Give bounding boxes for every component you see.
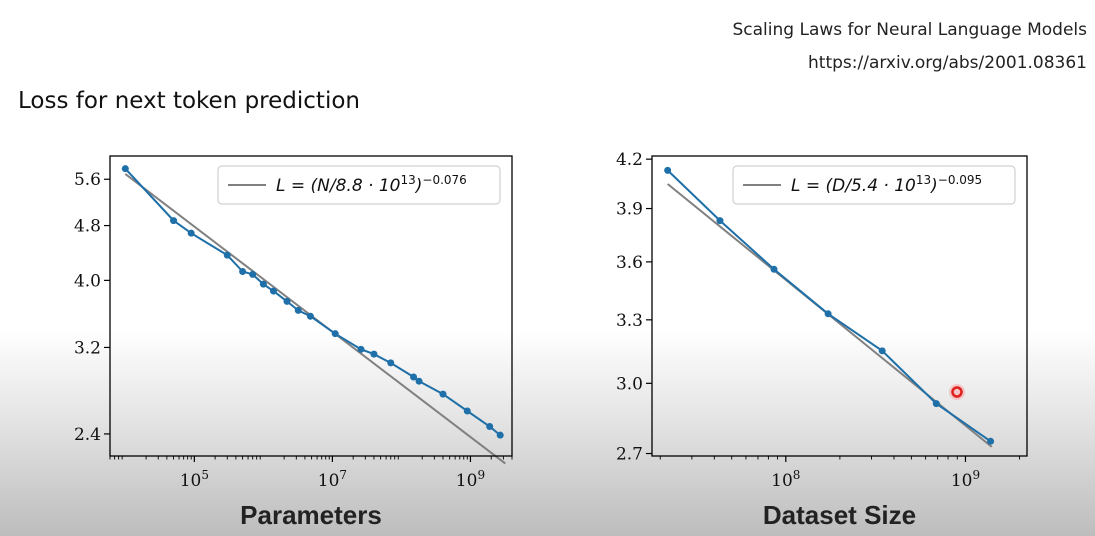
y-tick-label: 3.6 [616, 253, 643, 273]
legend-box [217, 165, 501, 205]
data-point [269, 287, 277, 295]
plot-frame [109, 155, 513, 457]
legend-label: L = (N/8.8 · 1013)−0.076 [276, 173, 467, 196]
data-point [306, 312, 314, 320]
x-tick-label: 105 [180, 468, 209, 491]
x-tick-label: 109 [456, 468, 485, 491]
reference-url[interactable]: https://arxiv.org/abs/2001.08361 [808, 53, 1087, 73]
x-axis-label: Dataset Size [763, 500, 916, 530]
data-point [121, 165, 129, 173]
data-point [294, 306, 302, 314]
data-point [331, 330, 339, 338]
y-tick-label: 3.3 [616, 311, 643, 331]
data-point [223, 251, 231, 259]
x-tick-label: 109 [951, 468, 980, 491]
y-tick-label: 2.7 [616, 445, 643, 465]
x-axis-label: Parameters [240, 500, 382, 530]
legend-label: L = (D/5.4 · 1013)−0.095 [791, 173, 982, 196]
y-tick-label: 5.6 [74, 170, 101, 190]
y-tick-label: 3.2 [74, 338, 101, 358]
y-tick-label: 3.9 [616, 200, 643, 220]
y-tick-label: 4.0 [74, 271, 101, 291]
mouse-cursor-highlight [949, 384, 965, 400]
slide-title: Loss for next token prediction [18, 88, 360, 114]
x-tick-label: 107 [318, 468, 347, 491]
data-point [170, 217, 178, 225]
data-point [932, 400, 940, 408]
data-point [496, 431, 504, 439]
y-tick-label: 4.2 [616, 150, 643, 170]
data-point [439, 390, 447, 398]
data-point [664, 166, 672, 174]
dataset-size-loss-chart: 2.7 3.0 3.3 3.6 3.9 4.2 108 109 Dataset Size L = … [616, 150, 1028, 530]
data-point [463, 407, 471, 415]
data-point [283, 297, 291, 305]
data-point [410, 373, 418, 381]
data-point [486, 422, 494, 430]
data-point [249, 270, 257, 278]
y-tick-label: 2.4 [74, 425, 101, 445]
x-tick-label: 108 [771, 468, 800, 491]
data-point [987, 437, 995, 445]
data-point [370, 350, 378, 358]
data-point [415, 377, 423, 385]
series-line [667, 169, 992, 443]
data-point [878, 347, 886, 355]
legend-box [732, 165, 1016, 205]
data-point [716, 217, 724, 225]
data-point [387, 359, 395, 367]
data-point [259, 280, 267, 288]
data-point [770, 265, 778, 273]
reference-title: Scaling Laws for Neural Language Models [732, 20, 1088, 40]
y-tick-label: 4.8 [74, 217, 101, 237]
y-tick-label: 3.0 [616, 374, 643, 394]
data-point [187, 229, 195, 237]
parameters-loss-chart: 2.4 3.2 4.0 4.8 5.6 105 107 109 Parameters L = (N… [74, 155, 513, 530]
data-point [357, 345, 365, 353]
data-point [239, 267, 247, 275]
data-point [824, 310, 832, 318]
